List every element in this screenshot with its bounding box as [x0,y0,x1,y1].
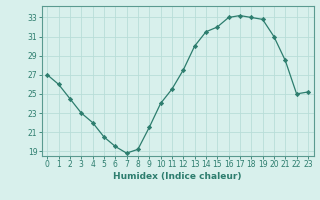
X-axis label: Humidex (Indice chaleur): Humidex (Indice chaleur) [113,172,242,181]
